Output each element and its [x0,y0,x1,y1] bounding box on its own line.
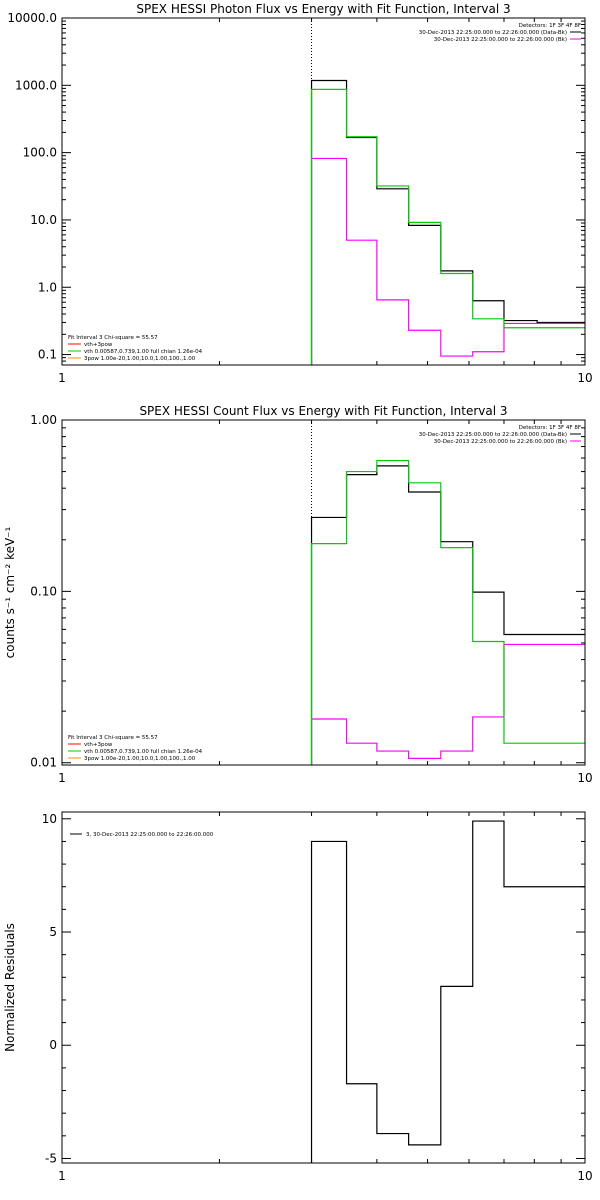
x-tick-label: 1 [58,1169,66,1183]
y-tick-label: 0.01 [30,756,57,770]
legend-entry: 30-Dec-2013 22:25:00.000 to 22:26:00.000… [419,30,567,36]
series-line-1 [310,820,585,1163]
minor-ticks [62,18,585,365]
legend-entry: 30-Dec-2013 22:25:00.000 to 22:26:00.000… [434,37,567,43]
panel-3: Normalized Residuals 1 10 10 5 0 -5 3, 30-Dec-2… [3,811,593,1183]
x-tick-label: 10 [577,1169,592,1183]
y-tick-label: 100.0 [23,146,57,160]
plot-frame [61,419,586,766]
legend-entry: Detectors: 1F 3F 4F 8F [519,23,581,29]
panel-1: SPEX HESSI Photon Flux vs Energy with Fi… [7,2,592,385]
y-tick-label: -5 [45,1151,57,1165]
y-tick-label: 0.1 [38,348,57,362]
chart-title: SPEX HESSI Photon Flux vs Energy with Fi… [136,2,510,16]
legend-entry: 30-Dec-2013 22:25:00.000 to 22:26:00.000… [434,439,567,445]
x-tick-label: 1 [58,371,66,385]
plot-frame [61,811,586,1164]
series-line-3 [310,88,585,365]
panel-2: SPEX HESSI Count Flux vs Energy with Fit… [3,404,593,785]
series-line-1 [310,465,585,765]
x-tick-label: 10 [577,371,592,385]
legend-entry: vth 0.00587,0.739,1.00 full chian 1.26e-… [84,749,203,755]
series-line-2 [310,157,585,365]
legend-entry: Fit Interval 3 Chi-square = 55.57 [68,335,158,341]
y-tick-label: 0 [49,1038,57,1052]
plot-frame [61,17,586,366]
legend-entry: 3pow 1.00e-20,1.00,10.0,1.00,100.,1.00 [84,356,196,362]
chart-title: SPEX HESSI Count Flux vs Energy with Fit… [139,404,507,418]
legend-entry: 30-Dec-2013 22:25:00.000 to 22:26:00.000… [419,432,567,438]
series-line-1 [310,79,585,365]
series-line-2 [310,643,585,765]
legend-entry: Fit Interval 3 Chi-square = 55.57 [68,735,158,741]
y-tick-label: 0.10 [30,584,57,598]
y-axis-label: Normalized Residuals [3,923,17,1052]
series-line-3 [310,459,585,765]
y-tick-label: 1.00 [30,413,57,427]
legend-entry: vth+3pow [84,742,113,748]
legend-entry: Detectors: 1F 3F 4F 8F [519,425,581,431]
x-tick-label: 1 [58,771,66,785]
y-tick-label: 10 [42,812,57,826]
legend-entry: 3, 30-Dec-2013 22:25:00.000 to 22:26:00.… [86,832,214,838]
legend-entry: vth+3pow [84,342,113,348]
y-tick-label: 1.0 [38,280,57,294]
y-tick-label: 10.0 [30,213,57,227]
minor-ticks [62,420,585,765]
legend-entry: vth 0.00587,0.739,1.00 full chian 1.26e-… [84,349,203,355]
y-tick-label: 1000.0 [15,78,57,92]
legend-entry: 3pow 1.00e-20,1.00,10.0,1.00,100.,1.00 [84,756,196,762]
minor-ticks [62,812,585,1163]
y-axis-label: counts s⁻¹ cm⁻² keV⁻¹ [3,526,17,658]
y-tick-label: 5 [49,925,57,939]
x-tick-label: 10 [577,771,592,785]
y-tick-label: 10000.0 [7,11,57,25]
